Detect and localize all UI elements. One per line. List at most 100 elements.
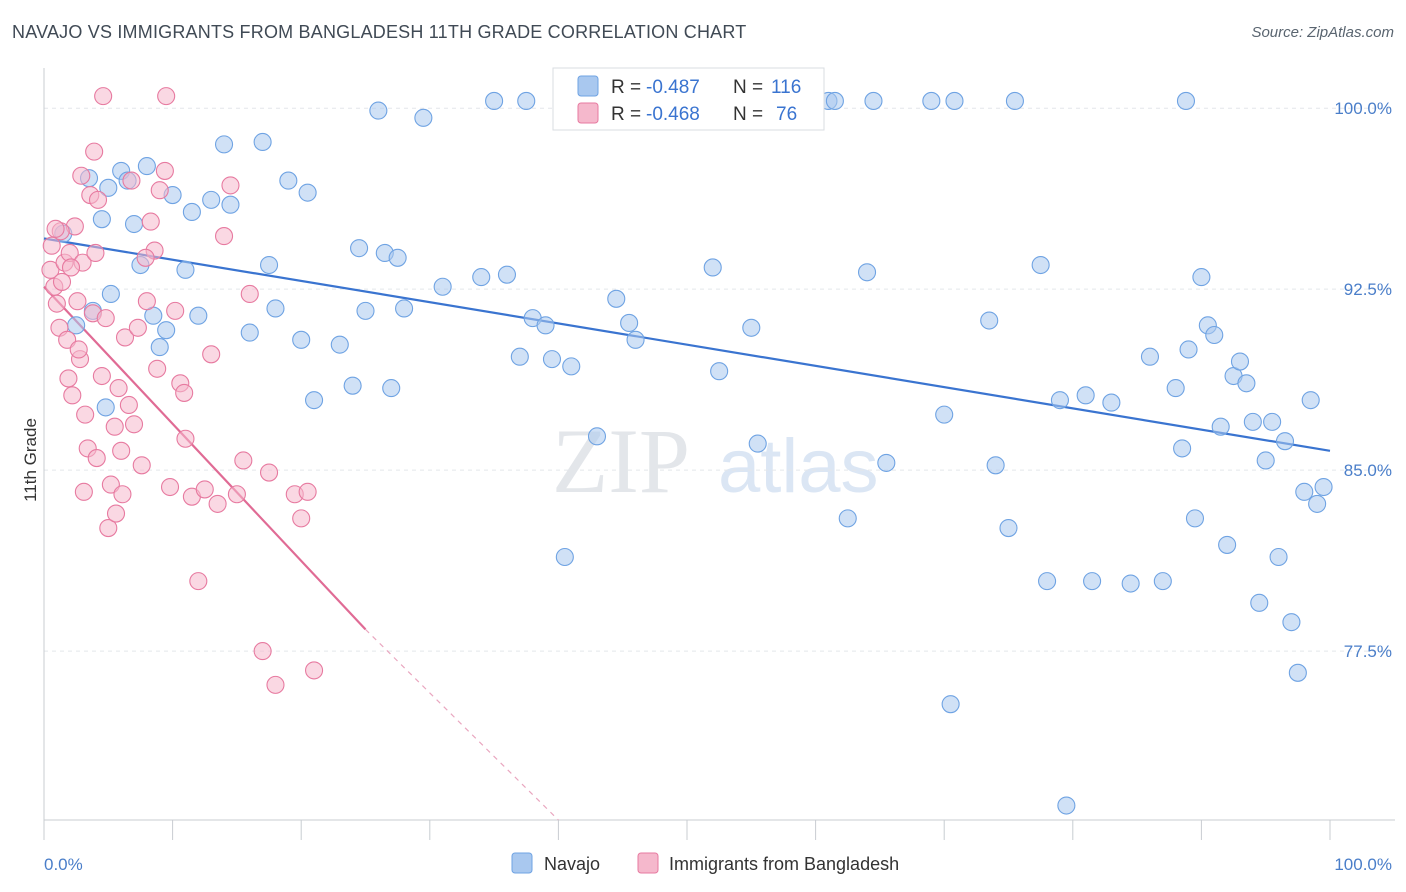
- data-point: [150, 181, 169, 200]
- data-point: [47, 294, 66, 313]
- data-point: [189, 572, 208, 591]
- data-point: [980, 311, 999, 330]
- data-point: [94, 87, 113, 106]
- data-point: [1038, 572, 1057, 591]
- data-point: [202, 345, 221, 364]
- data-point: [298, 183, 317, 202]
- data-point: [1314, 477, 1333, 497]
- data-point: [189, 306, 208, 325]
- data-point: [542, 350, 562, 369]
- data-point: [838, 509, 857, 528]
- y-tick-label: 85.0%: [1344, 461, 1392, 480]
- data-point: [305, 661, 324, 680]
- data-point: [155, 161, 174, 180]
- chart-title: NAVAJO VS IMMIGRANTS FROM BANGLADESH 11T…: [12, 22, 747, 42]
- data-point: [253, 642, 272, 661]
- legend-swatch-navajo: [577, 75, 599, 97]
- data-point: [132, 456, 151, 475]
- data-point: [195, 480, 214, 499]
- data-point: [88, 190, 108, 209]
- data-point: [748, 434, 767, 453]
- series-legend-swatch-bangladesh[interactable]: [637, 852, 659, 874]
- data-point: [292, 509, 311, 528]
- data-point: [1263, 412, 1282, 431]
- legend-n-value-navajo: 116: [771, 77, 801, 98]
- data-point: [1295, 482, 1314, 501]
- data-point: [1288, 663, 1307, 682]
- data-point: [214, 135, 234, 154]
- data-point: [166, 301, 185, 320]
- data-point: [41, 260, 60, 279]
- data-point: [555, 547, 574, 567]
- data-point: [1256, 451, 1275, 470]
- data-point: [298, 482, 317, 501]
- data-point: [157, 87, 176, 106]
- data-point: [343, 376, 362, 395]
- y-tick-labels: 77.5% 85.0% 92.5% 100.0%: [1334, 99, 1392, 661]
- data-point: [176, 429, 195, 448]
- data-point: [710, 362, 729, 381]
- data-point: [150, 338, 169, 357]
- data-point: [208, 494, 227, 513]
- data-point: [221, 176, 240, 195]
- data-point: [266, 675, 285, 694]
- data-point: [124, 415, 144, 434]
- data-point: [214, 227, 234, 246]
- data-point: [67, 316, 86, 335]
- data-point: [935, 405, 954, 424]
- data-point: [305, 391, 324, 410]
- data-point: [234, 451, 253, 470]
- data-point: [266, 299, 285, 318]
- data-point: [1179, 340, 1198, 359]
- data-point: [202, 190, 221, 209]
- series-legend-swatch-navajo[interactable]: [511, 852, 533, 874]
- data-point: [85, 142, 104, 161]
- series-legend: Navajo Immigrants from Bangladesh: [511, 852, 899, 874]
- source-label[interactable]: Source: ZipAtlas.com: [1251, 24, 1394, 41]
- data-point: [1275, 432, 1295, 451]
- data-point: [1076, 386, 1095, 405]
- legend-n-label: N =: [733, 104, 763, 125]
- data-point: [587, 427, 607, 446]
- trendline-bangladesh-extension: [365, 628, 559, 821]
- x-tick-label: 100.0%: [1334, 855, 1392, 874]
- data-point: [99, 518, 118, 538]
- data-point: [1230, 352, 1250, 371]
- series-legend-label-navajo[interactable]: Navajo: [544, 854, 600, 874]
- data-point: [433, 277, 452, 296]
- data-point: [1153, 572, 1172, 591]
- data-point: [105, 417, 124, 436]
- data-point: [626, 330, 645, 349]
- data-point: [59, 369, 78, 388]
- data-points: [41, 87, 1333, 815]
- data-point: [99, 178, 118, 197]
- legend-n-label: N =: [733, 77, 763, 98]
- data-point: [76, 405, 95, 424]
- data-point: [517, 91, 536, 111]
- data-point: [485, 91, 504, 111]
- data-point: [148, 359, 167, 378]
- trendlines: [43, 237, 1331, 821]
- legend-r-label: R =: [611, 104, 641, 125]
- data-point: [1185, 509, 1205, 528]
- data-point: [864, 91, 883, 111]
- data-point: [350, 239, 369, 258]
- data-point: [69, 340, 88, 359]
- data-point: [1050, 391, 1069, 410]
- y-axis-label: 11th Grade: [21, 418, 40, 502]
- data-point: [395, 299, 414, 318]
- data-point: [96, 398, 115, 417]
- y-tick-label: 92.5%: [1344, 280, 1392, 299]
- data-point: [1269, 547, 1288, 567]
- data-point: [113, 485, 132, 504]
- data-point: [96, 309, 115, 328]
- data-point: [607, 289, 626, 308]
- data-point: [227, 485, 246, 504]
- data-point: [136, 248, 155, 267]
- data-point: [42, 236, 61, 255]
- data-point: [72, 166, 91, 185]
- series-legend-label-bangladesh[interactable]: Immigrants from Bangladesh: [669, 854, 899, 874]
- trendline-bangladesh: [43, 285, 367, 631]
- x-tick-labels: 0.0% 100.0%: [44, 855, 1392, 874]
- data-point: [369, 101, 388, 120]
